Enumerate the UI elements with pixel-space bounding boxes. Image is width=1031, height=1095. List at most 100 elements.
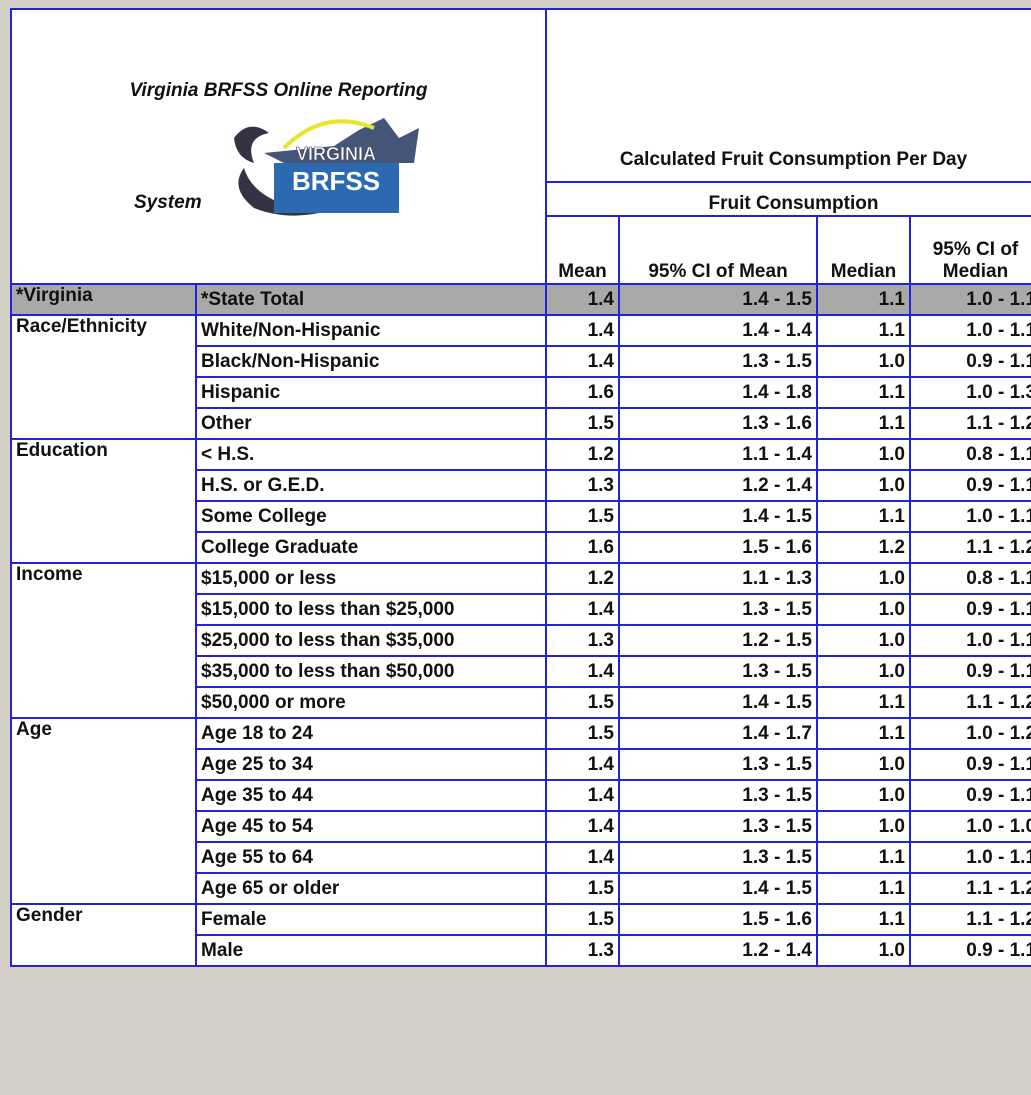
table-row: H.S. or G.E.D. 1.3 1.2 - 1.4 1.0 0.9 - 1.1 [11,469,1031,502]
value-cell: 1.1 - 1.2 [908,686,1031,719]
submeasure-header: Fruit Consumption [544,181,1031,217]
table-row: Age 65 or older 1.5 1.4 - 1.5 1.1 1.1 - 1.2 [11,872,1031,905]
value-cell: 1.5 - 1.6 [618,531,818,564]
value-cell: 1.5 [545,500,620,533]
value-cell: 1.3 - 1.6 [618,407,818,440]
row-label: $50,000 or more [195,686,547,719]
value-cell: 1.1 [816,686,911,719]
title: Virginia BRFSS Online Reporting [129,80,428,101]
value-cell: 0.8 - 1.1 [908,562,1031,595]
value-cell: 1.1 - 1.4 [618,438,818,471]
value-cell: 0.9 - 1.1 [908,593,1031,626]
value-cell: 0.9 - 1.1 [908,934,1031,967]
value-cell: 1.2 - 1.4 [618,934,818,967]
value-cell: 1.1 [816,903,911,936]
value-cell: 1.0 [816,562,911,595]
row-label: Age 45 to 54 [195,810,547,843]
logo-box [274,163,399,213]
value-cell: 1.0 - 1.3 [908,376,1031,409]
logo-swirl [238,168,319,216]
value-cell: 1.1 - 1.2 [908,407,1031,440]
value-cell: 1.4 - 1.4 [618,314,818,347]
value-cell: 1.3 [545,624,620,657]
logo-top: VIRGINIA [296,144,376,164]
value-cell: 1.0 [816,438,911,471]
value-cell: 1.1 [816,314,911,347]
group-label: Race/Ethnicity [10,314,197,440]
table-row: Gender Female 1.5 1.5 - 1.6 1.1 1.1 - 1.2 [10,903,1031,967]
value-cell: 1.2 [545,438,620,471]
value-cell: 1.4 - 1.5 [618,872,818,905]
table-row: Age Age 18 to 24 1.5 1.4 - 1.7 1.1 1.0 - 1.2 [10,717,1031,905]
table-row: *Virginia *State Total 1.4 1.4 - 1.5 1.1 1.0 … [10,283,1031,316]
value-cell: 1.3 - 1.5 [618,345,818,378]
row-label: < H.S. [195,438,547,471]
value-cell: 1.2 - 1.5 [618,624,818,657]
value-cell: 0.8 - 1.1 [908,438,1031,471]
group-label: Education [10,438,197,564]
report-table: Virginia BRFSS Online Reporting VIRGINIA… [10,8,1031,967]
value-cell: 1.0 - 1.1 [908,841,1031,874]
row-label: Some College [195,500,547,533]
value-cell: 1.4 - 1.7 [618,717,818,750]
row-label: Age 65 or older [195,872,547,905]
row-label: $15,000 to less than $25,000 [195,593,547,626]
table-row: Other 1.5 1.3 - 1.6 1.1 1.1 - 1.2 [11,407,1031,440]
row-label: H.S. or G.E.D. [195,469,547,502]
value-cell: 1.0 - 1.2 [908,717,1031,750]
value-cell: 1.4 [545,779,620,812]
value-cell: 1.0 [816,624,911,657]
table-row: $35,000 to less than $50,000 1.4 1.3 - 1.5… [11,655,1031,688]
title: System [134,192,202,213]
title-cell: Virginia BRFSS Online Reporting VIRGINIA… [10,8,547,285]
value-cell: 1.1 - 1.2 [908,903,1031,936]
value-cell: 1.4 [545,314,620,347]
value-cell: 1.0 [816,934,911,967]
value-cell: 1.4 [545,283,620,316]
table-row: Age 25 to 34 1.4 1.3 - 1.5 1.0 0.9 - 1.1 [11,748,1031,781]
group-label: *Virginia [10,283,197,316]
value-cell: 1.0 - 1.1 [908,624,1031,657]
row-label: Male [195,934,547,967]
logo-main: BRFSS [292,166,380,196]
row-label: $15,000 or less [195,562,547,595]
row-label: $25,000 to less than $35,000 [195,624,547,657]
value-cell: 0.9 - 1.1 [908,345,1031,378]
value-cell: 1.0 [816,593,911,626]
value-cell: 1.0 - 1.0 [908,810,1031,843]
row-label: Hispanic [195,376,547,409]
value-cell: 1.1 - 1.2 [908,872,1031,905]
logo-swirl [234,126,269,163]
value-cell: 1.4 - 1.5 [618,500,818,533]
value-cell: 1.2 [545,562,620,595]
value-cell: 1.0 [816,779,911,812]
value-cell: 1.5 [545,407,620,440]
value-cell: 1.4 [545,748,620,781]
value-cell: 1.0 [816,748,911,781]
table-row: Income $15,000 or less 1.2 1.1 - 1.3 1.0 0.8 … [10,562,1031,719]
value-cell: 1.3 - 1.5 [618,779,818,812]
table-row: Some College 1.5 1.4 - 1.5 1.1 1.0 - 1.1 [11,500,1031,533]
value-cell: 1.6 [545,376,620,409]
value-cell: 1.4 [545,655,620,688]
table-body: *Virginia *State Total 1.4 1.4 - 1.5 1.1 1.0 … [10,283,1031,967]
value-cell: 0.9 - 1.1 [908,469,1031,502]
row-label: Age 35 to 44 [195,779,547,812]
value-cell: 1.1 - 1.3 [618,562,818,595]
value-cell: 1.3 [545,469,620,502]
value-cell: 1.4 - 1.5 [618,283,818,316]
value-cell: 1.5 - 1.6 [618,903,818,936]
table-row: College Graduate 1.6 1.5 - 1.6 1.2 1.1 - 1.2 [11,531,1031,564]
row-label: College Graduate [195,531,547,564]
value-cell: 1.4 - 1.5 [618,686,818,719]
column-header: Median [816,215,911,285]
value-cell: 1.2 - 1.4 [618,469,818,502]
value-cell: 1.3 - 1.5 [618,841,818,874]
row-label: Age 25 to 34 [195,748,547,781]
value-cell: 1.3 - 1.5 [618,748,818,781]
value-cell: 1.1 [816,841,911,874]
table-row: Age 55 to 64 1.4 1.3 - 1.5 1.1 1.0 - 1.1 [11,841,1031,874]
value-cell: 1.0 - 1.1 [908,500,1031,533]
value-cell: 0.9 - 1.1 [908,779,1031,812]
group-label: Age [10,717,197,905]
